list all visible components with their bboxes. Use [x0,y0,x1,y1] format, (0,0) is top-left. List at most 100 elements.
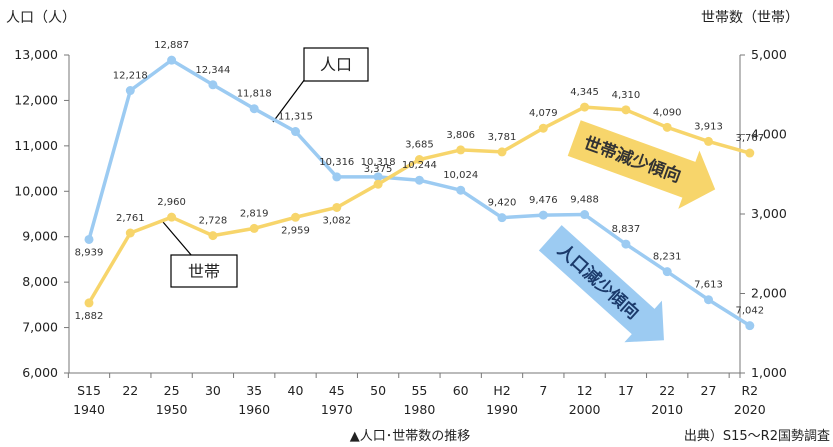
household-point [538,123,548,133]
household-value-label: 3,913 [694,121,723,132]
population-point [208,80,218,90]
x-tick-era: 22 [659,383,675,398]
left-tick-label: 12,000 [14,92,58,107]
household-point [125,228,135,238]
left-tick-label: 11,000 [14,138,58,153]
x-tick-year: 2010 [651,402,683,417]
household-point [373,179,383,189]
population-value-label: 9,476 [529,195,558,206]
household-value-label: 4,090 [653,107,682,118]
right-tick-label: 2,000 [751,286,787,301]
x-tick-era: H2 [493,383,510,398]
population-point [745,321,755,331]
series-layer [84,55,755,331]
household-value-label: 3,781 [488,132,517,143]
population-value-label: 12,887 [154,40,189,51]
data-labels: 8,939 12,218 12,887 12,344 11,818 11,315 10,31… [75,40,764,322]
household-point [497,147,507,157]
population-arrow-shape [538,225,664,343]
household-value-label: 3,685 [405,140,434,151]
household-callout-leader [162,221,193,257]
household-callout-box [170,254,238,288]
left-tick-label: 8,000 [22,274,58,289]
right-axis-ticks: 1,000 2,000 3,000 4,000 5,000 [740,47,787,380]
x-tick-era: 17 [618,383,634,398]
population-value-label: 10,024 [443,170,478,181]
population-point [662,267,672,277]
household-value-label: 2,728 [199,216,228,227]
household-point [704,136,713,146]
x-tick-year: 1980 [403,402,435,417]
household-value-label: 4,345 [570,87,599,98]
population-callout-box [303,47,369,82]
household-arrow-shape [567,120,716,209]
household-point [662,122,672,132]
x-tick-era: 60 [453,383,469,398]
x-tick-era: 7 [539,383,547,398]
household-point [84,298,94,308]
right-axis-title: 世帯数（世帯） [701,10,799,26]
population-value-label: 10,316 [319,157,354,168]
household-point [332,202,342,212]
population-value-label: 12,344 [195,65,230,76]
population-point [249,104,259,114]
x-tick-year: 1990 [486,402,518,417]
household-point [456,145,466,155]
left-tick-label: 9,000 [22,229,58,244]
x-tick-era: 27 [701,383,717,398]
population-value-label: 7,042 [735,306,764,317]
population-callout-label: 人口 [320,55,352,74]
household-value-label: 4,079 [529,108,558,119]
household-value-label: 4,310 [612,90,641,101]
household-value-label: 3,375 [364,164,393,175]
household-value-label: 2,819 [240,208,269,219]
population-point [332,172,342,182]
population-point [704,295,713,305]
population-value-label: 9,420 [488,198,517,209]
population-point [373,172,383,182]
household-callout-label: 世帯 [188,262,220,281]
household-value-label: 3,082 [322,215,351,226]
household-value-label: 3,806 [446,130,475,141]
population-value-label: 10,318 [361,157,396,168]
source-note: 出典）S15～R2国勢調査 [684,429,830,444]
household-value-label: 2,761 [116,213,145,224]
population-callout-leader [272,78,306,123]
population-value-label: 8,231 [653,252,682,263]
x-tick-year: 1940 [73,402,105,417]
population-point [456,185,466,195]
left-tick-label: 7,000 [22,320,58,335]
population-decline-arrow: 人口減少傾向 [538,225,664,343]
household-point [249,223,259,233]
household-value-label: 1,882 [75,311,104,322]
right-tick-label: 1,000 [751,365,787,380]
x-tick-era: R2 [741,383,758,398]
right-tick-label: 5,000 [751,47,787,62]
household-point [621,105,631,115]
x-axis-ticks: S15 1940 22 25 1950 30 35 1960 40 45 1970 50 55 1980 6… [67,373,766,417]
population-point [167,55,177,65]
population-decline-label: 人口減少傾向 [553,240,643,324]
x-tick-era: S15 [77,383,101,398]
population-value-label: 11,315 [278,112,313,123]
population-point [125,86,135,96]
left-tick-label: 6,000 [22,365,58,380]
x-tick-era: 50 [370,383,386,398]
population-value-label: 8,939 [75,247,104,258]
population-point [291,127,300,137]
household-point [580,102,590,112]
right-tick-label: 4,000 [751,127,787,142]
x-tick-era: 25 [164,383,180,398]
x-tick-era: 35 [246,383,262,398]
population-value-label: 7,613 [694,280,723,291]
population-value-label: 9,488 [570,195,599,206]
x-tick-era: 55 [411,383,427,398]
population-value-label: 8,837 [612,224,641,235]
household-value-label: 3,767 [735,133,764,144]
household-point [167,212,177,222]
x-tick-era: 45 [329,383,345,398]
left-axis-title: 人口（人） [6,10,76,26]
population-value-label: 12,218 [113,71,148,82]
chart-caption: ▲人口･世帯数の推移 [350,429,471,444]
